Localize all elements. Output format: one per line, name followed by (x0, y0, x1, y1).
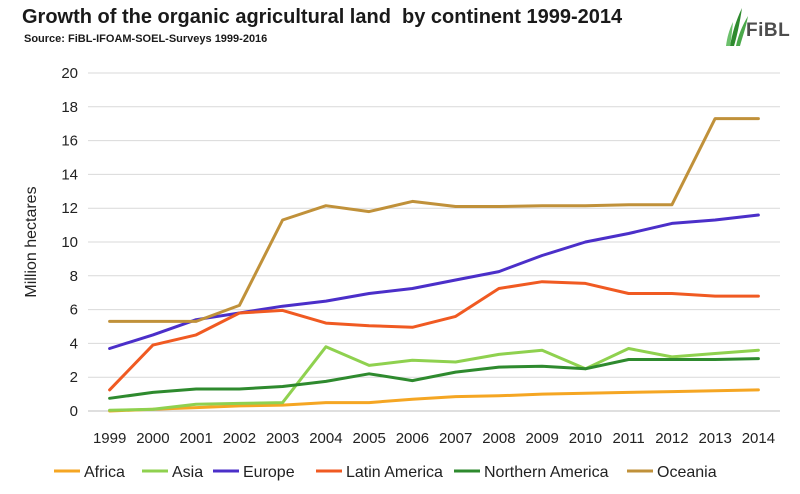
series-line-oceania (108, 117, 760, 323)
y-tick-label: 14 (61, 166, 78, 183)
series-line-europe (108, 213, 760, 350)
y-tick-label: 2 (70, 369, 78, 386)
x-tick-label: 2001 (179, 430, 212, 447)
series-line-africa (108, 388, 760, 413)
y-tick-label: 18 (61, 99, 78, 116)
fibl-leaf-icon (726, 8, 748, 46)
x-tick-label: 2000 (136, 430, 169, 447)
legend-label: Africa (84, 464, 125, 481)
y-axis-title: Million hectares (23, 186, 40, 297)
x-tick-label: 2011 (612, 430, 644, 447)
x-tick-label: 2014 (742, 430, 775, 447)
fibl-logo-text: FiBL (746, 20, 791, 41)
legend-label: Asia (172, 464, 203, 481)
x-tick-label: 2009 (525, 430, 558, 447)
x-tick-label: 2008 (482, 430, 515, 447)
x-tick-label: 2003 (266, 430, 299, 447)
y-tick-label: 6 (70, 302, 78, 319)
legend-label: Oceania (657, 464, 717, 481)
y-tick-label: 10 (61, 234, 78, 251)
legend-label: Europe (243, 464, 295, 481)
y-tick-label: 16 (61, 133, 78, 150)
y-tick-label: 8 (70, 268, 78, 285)
x-tick-label: 2010 (569, 430, 602, 447)
x-tick-label: 1999 (93, 430, 126, 447)
series-line-northern-america (108, 357, 760, 400)
chart-subtitle: Source: FiBL-IFOAM-SOEL-Surveys 1999-201… (24, 33, 268, 45)
series-line-asia (108, 345, 760, 412)
x-tick-labels: 1999 2000 2001 2002 2003 2004 2005 2006 2007 2008… (93, 430, 775, 447)
series-line-latin-america (108, 280, 760, 392)
x-tick-label: 2006 (396, 430, 429, 447)
chart-title: Growth of the organic agricultural land … (22, 6, 623, 28)
legend: Africa Asia Europe Latin America Northern Am… (54, 464, 717, 481)
x-tick-label: 2007 (439, 430, 472, 447)
legend-label: Northern America (484, 464, 609, 481)
series-lines (108, 117, 760, 413)
y-tick-label: 20 (61, 65, 78, 82)
x-tick-label: 2013 (698, 430, 731, 447)
x-tick-label: 2004 (309, 430, 342, 447)
x-tick-label: 2012 (655, 430, 688, 447)
y-tick-labels: 0 2 4 6 8 10 12 14 16 18 20 (61, 65, 78, 420)
legend-label: Latin America (346, 464, 443, 481)
y-tick-label: 12 (61, 200, 78, 217)
y-tick-label: 4 (70, 335, 78, 352)
x-tick-label: 2005 (352, 430, 385, 447)
y-tick-label: 0 (70, 403, 78, 420)
x-tick-label: 2002 (223, 430, 256, 447)
